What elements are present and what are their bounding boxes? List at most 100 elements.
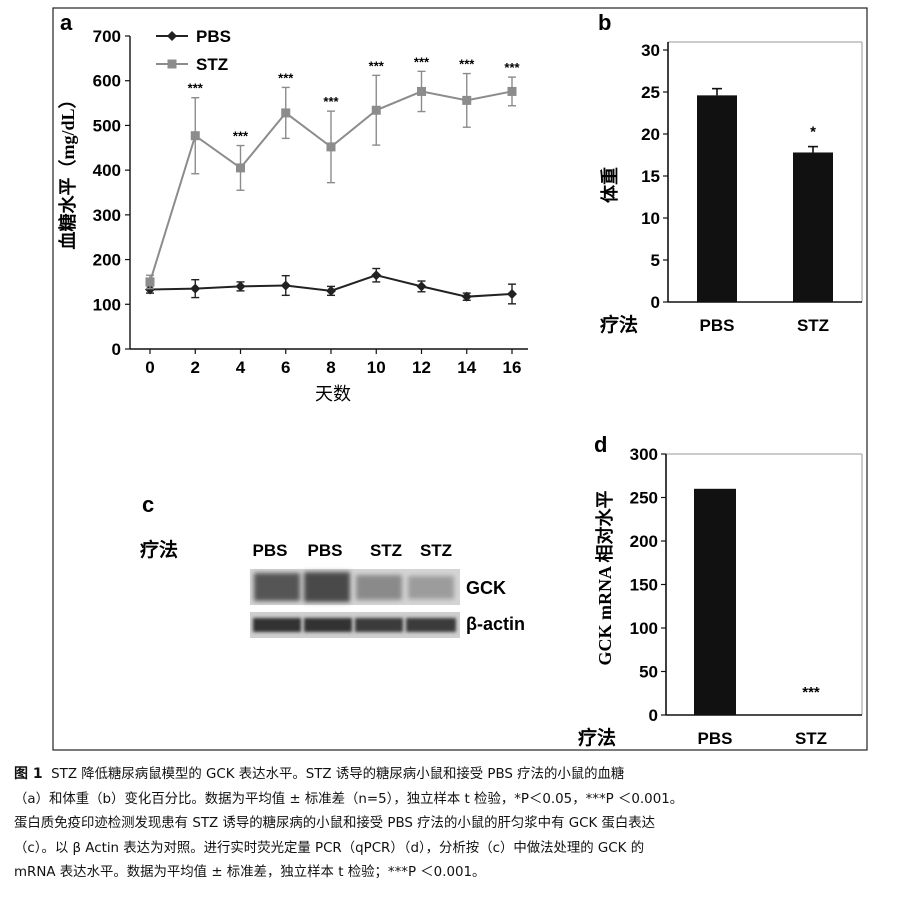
panel-d-bar-chart: d GCK mRNA 相对水平 疗法 0 50 100 150 200 250 300 PBS… (578, 432, 863, 749)
panel-d-y-tick-label: 150 (630, 576, 658, 595)
panel-a-x-tick-label: 10 (367, 358, 386, 377)
data-point-pbs (326, 285, 336, 296)
panel-d-category-label: PBS (698, 729, 733, 748)
significance-annotation: *** (414, 54, 430, 69)
significance-annotation: *** (278, 70, 294, 85)
figure: a 血糖水平（mg/dL） 天数 01002003004005006007000… (52, 7, 868, 751)
panel-a-y-tick-label: 300 (93, 206, 121, 225)
significance-annotation: *** (233, 129, 249, 144)
figure-frame (52, 7, 868, 751)
panel-a-x-tick-label: 2 (191, 358, 200, 377)
data-point-stz (281, 108, 291, 118)
panel-b-category-label: STZ (797, 316, 829, 335)
data-point-pbs (235, 281, 246, 292)
data-point-pbs (416, 281, 427, 292)
panel-b-y-tick-label: 30 (641, 41, 660, 60)
panel-d-category-label: STZ (795, 729, 827, 748)
panel-d-xlabel: 疗法 (578, 726, 616, 749)
panel-b-bar-chart: b 体重 疗法 0 5 10 15 20 25 30 PBS * STZ (598, 10, 863, 336)
panel-b-bar-stz (793, 152, 833, 302)
data-point-stz (462, 95, 472, 105)
panel-c-treatment-label: 疗法 (140, 538, 178, 561)
panel-a-x-tick-label: 8 (326, 358, 335, 377)
panel-d-y-tick-label: 50 (639, 663, 658, 682)
panel-b-y-tick-label: 10 (641, 209, 660, 228)
panel-a-y-tick-label: 400 (93, 161, 121, 180)
panel-d-y-tick-label: 200 (630, 532, 658, 551)
figure-caption: 图 1 STZ 降低糖尿病鼠模型的 GCK 表达水平。STZ 诱导的糖尿病小鼠和… (14, 762, 890, 886)
data-point-pbs (190, 283, 201, 294)
panel-b-label: b (598, 10, 611, 35)
panel-a-x-tick-label: 12 (412, 358, 431, 377)
panel-b-y-tick-label: 5 (651, 251, 660, 270)
data-point-stz (145, 277, 155, 287)
actin-band (406, 618, 456, 632)
blot-lane-label: PBS (308, 541, 343, 560)
blot-lane-label: STZ (370, 541, 402, 560)
legend-label: PBS (196, 27, 231, 46)
caption-text: STZ 降低糖尿病鼠模型的 GCK 表达水平。STZ 诱导的糖尿病小鼠和接受 P… (51, 767, 625, 782)
data-point-pbs (371, 270, 382, 281)
panel-a-x-tick-label: 0 (145, 358, 154, 377)
panel-a-y-tick-label: 100 (93, 295, 121, 314)
panel-a-y-tick-label: 0 (112, 340, 121, 359)
gck-band (254, 573, 300, 601)
actin-band (253, 618, 301, 632)
legend-marker-pbs (167, 31, 177, 41)
data-point-pbs (145, 284, 155, 295)
significance-annotation: *** (323, 94, 339, 109)
panel-a-line-chart: a 血糖水平（mg/dL） 天数 0 100 200 300 400 500 600 700 0… (57, 10, 528, 405)
data-point-stz (507, 86, 517, 96)
panel-b-xlabel: 疗法 (600, 313, 638, 336)
actin-band-label: β-actin (466, 614, 525, 634)
panel-a-x-tick-label: 6 (281, 358, 290, 377)
data-point-stz (326, 142, 336, 152)
data-point-pbs (280, 280, 291, 291)
panel-a-ylabel: 血糖水平（mg/dL） (57, 90, 78, 249)
gck-band (356, 575, 402, 600)
panel-b-y-tick-label: 25 (641, 83, 660, 102)
panel-a-xlabel: 天数 (315, 384, 351, 405)
panel-b-significance-annotation: * (810, 124, 816, 141)
panel-c-western-blot: c 疗法 PBS PBS STZ STZ GCK β-actin (140, 492, 525, 638)
panel-a-y-tick-label: 600 (93, 72, 121, 91)
panel-d-y-tick-label: 100 (630, 619, 658, 638)
panel-b-ylabel: 体重 (599, 167, 620, 203)
panel-a-y-tick-label: 500 (93, 116, 121, 135)
caption-line: 蛋白质免疫印迹检测发现患有 STZ 诱导的糖尿病的小鼠和接受 PBS 疗法的小鼠… (14, 816, 656, 831)
panel-a-y-tick-label: 700 (93, 27, 121, 46)
panel-a-label: a (60, 10, 73, 35)
data-point-pbs (461, 291, 472, 302)
data-point-stz (236, 163, 245, 173)
panel-d-y-tick-label: 300 (630, 445, 658, 464)
legend-marker-stz (167, 59, 177, 69)
panel-d-ylabel: GCK mRNA 相对水平 (594, 491, 615, 666)
legend-label: STZ (196, 55, 228, 74)
data-point-stz (417, 86, 426, 96)
significance-annotation: *** (504, 60, 520, 75)
data-point-pbs (507, 289, 517, 300)
panel-b-y-tick-label: 20 (641, 125, 660, 144)
panel-b-y-tick-label: 15 (641, 167, 660, 186)
panel-d-significance-annotation: *** (802, 684, 820, 701)
caption-figure-label: 图 1 (14, 766, 43, 782)
significance-annotation: *** (369, 58, 385, 73)
panel-b-y-tick-label: 0 (651, 293, 660, 312)
panel-a-y-tick-label: 200 (93, 251, 121, 270)
panel-a-x-tick-label: 16 (503, 358, 522, 377)
panel-d-y-tick-label: 0 (649, 706, 658, 725)
panel-b-bar-pbs (697, 95, 737, 302)
panel-c-label: c (142, 492, 154, 517)
significance-annotation: *** (188, 81, 204, 96)
gck-band-label: GCK (466, 578, 506, 598)
data-point-stz (371, 105, 381, 115)
blot-lane-label: STZ (420, 541, 452, 560)
gck-band (304, 572, 350, 602)
data-point-stz (190, 131, 200, 141)
actin-band (355, 618, 403, 632)
panel-a-x-tick-label: 14 (457, 358, 476, 377)
panel-d-bar-pbs (694, 488, 736, 715)
caption-line: （c）。以 β Actin 表达为对照。进行实时荧光定量 PCR（qPCR）（d… (14, 840, 645, 856)
panel-d-label: d (594, 432, 607, 457)
panel-b-category-label: PBS (700, 316, 735, 335)
